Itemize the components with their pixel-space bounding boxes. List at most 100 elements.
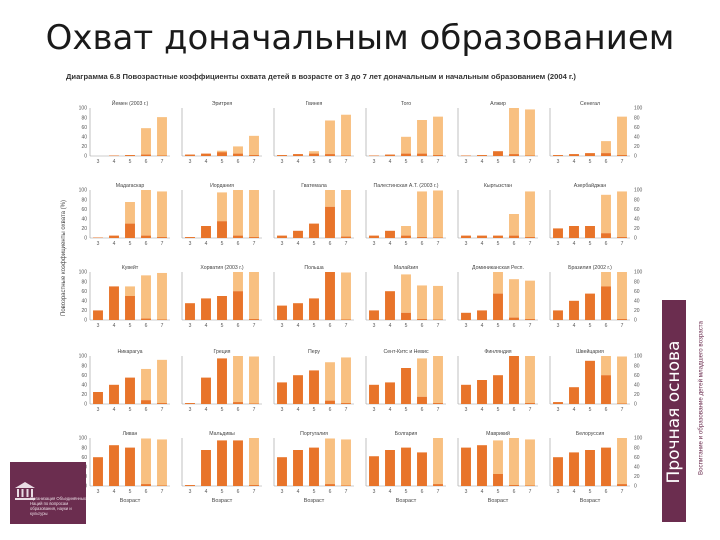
bar-preprimary-p9-0 [369, 235, 379, 238]
bar-preprimary-p27-3 [417, 452, 427, 486]
x-tick-label: 5 [405, 323, 408, 329]
bar-preprimary-p15-1 [385, 291, 395, 320]
bar-preprimary-p15-3 [417, 319, 427, 320]
x-tick-label: 5 [313, 489, 316, 495]
x-tick-label: 6 [513, 323, 516, 329]
x-tick-label: 7 [437, 159, 440, 165]
x-tick-label: 7 [253, 407, 256, 413]
bar-primary-p7-3 [233, 190, 243, 236]
bar-primary-p18-4 [157, 359, 167, 404]
bar-preprimary-p16-1 [477, 310, 487, 320]
bar-primary-p3-4 [433, 116, 443, 156]
panel-title-17: Бразилия (2002 г.) [568, 265, 612, 271]
bar-preprimary-p2-3 [325, 154, 335, 156]
bar-preprimary-p18-3 [141, 400, 151, 404]
bar-primary-p28-4 [525, 439, 535, 486]
bar-preprimary-p12-2 [125, 296, 135, 320]
x-tick-label: 4 [389, 241, 392, 247]
x-tick-label: 7 [161, 323, 164, 329]
x-axis-label: Возраст [304, 498, 325, 504]
bar-preprimary-p13-1 [201, 298, 211, 320]
bar-primary-p27-4 [433, 438, 443, 485]
x-tick-label: 5 [405, 489, 408, 495]
bar-primary-p7-2 [217, 192, 227, 222]
x-tick-label: 6 [513, 407, 516, 413]
x-tick-label: 6 [421, 489, 424, 495]
x-tick-label: 4 [205, 489, 208, 495]
bar-preprimary-p9-1 [385, 230, 395, 238]
panel-title-1: Эритрея [212, 101, 233, 107]
panel-title-21: Сент-Китс и Невис [383, 349, 428, 355]
bar-preprimary-p11-4 [617, 237, 627, 238]
x-tick-label: 7 [345, 323, 348, 329]
x-tick-label: 6 [605, 489, 608, 495]
bar-preprimary-p26-0 [277, 457, 287, 486]
bar-preprimary-p3-2 [401, 153, 411, 156]
x-tick-label: 3 [97, 489, 100, 495]
bar-primary-p5-3 [601, 141, 611, 154]
bar-preprimary-p14-0 [277, 305, 287, 320]
y-tick-label: 60 [81, 455, 87, 461]
x-tick-label: 3 [97, 159, 100, 165]
bar-preprimary-p1-3 [233, 153, 243, 156]
bar-preprimary-p19-0 [185, 403, 195, 404]
x-tick-label: 3 [189, 159, 192, 165]
x-tick-label: 6 [237, 323, 240, 329]
y-tick-label: 0 [634, 154, 637, 160]
x-tick-label: 7 [621, 489, 624, 495]
bar-primary-p26-3 [325, 438, 335, 485]
x-tick-label: 6 [605, 241, 608, 247]
bar-preprimary-p5-4 [617, 155, 627, 156]
x-tick-label: 3 [373, 407, 376, 413]
bar-primary-p16-3 [509, 279, 519, 318]
x-tick-label: 7 [345, 159, 348, 165]
x-tick-label: 7 [529, 407, 532, 413]
y-tick-label: 20 [81, 226, 87, 232]
side-subtitle: Воспитание и образование детей младшего … [697, 320, 705, 476]
y-tick-label: 60 [81, 125, 87, 131]
y-tick-label: 40 [634, 465, 640, 471]
y-tick-label: 20 [634, 144, 640, 150]
bar-preprimary-p18-1 [109, 384, 119, 404]
bar-primary-p9-2 [401, 226, 411, 236]
x-tick-label: 4 [297, 241, 300, 247]
y-tick-label: 0 [84, 318, 87, 324]
bar-preprimary-p24-2 [125, 447, 135, 486]
bar-preprimary-p8-0 [277, 235, 287, 238]
x-tick-label: 7 [345, 489, 348, 495]
bar-primary-p2-2 [309, 151, 319, 154]
bar-preprimary-p18-2 [125, 377, 135, 404]
bar-primary-p15-2 [401, 274, 411, 313]
bar-preprimary-p13-0 [185, 303, 195, 320]
bar-preprimary-p19-2 [217, 358, 227, 404]
panel-title-12: Кувейт [122, 264, 139, 271]
bar-preprimary-p21-1 [385, 382, 395, 404]
x-tick-label: 4 [573, 323, 576, 329]
panel-title-3: Того [401, 101, 411, 107]
panel-title-14: Польша [304, 265, 323, 271]
bar-preprimary-p1-0 [185, 154, 195, 156]
x-tick-label: 4 [573, 159, 576, 165]
x-tick-label: 7 [621, 407, 624, 413]
bar-primary-p11-3 [601, 194, 611, 234]
bar-primary-p8-4 [341, 190, 351, 237]
y-tick-label: 20 [81, 144, 87, 150]
y-tick-label: 0 [634, 484, 637, 490]
bar-primary-p6-4 [157, 191, 167, 238]
x-tick-label: 3 [557, 159, 560, 165]
panel-title-16: Доминиканская Респ. [472, 265, 524, 271]
y-tick-label: 0 [634, 402, 637, 408]
x-tick-label: 4 [573, 489, 576, 495]
y-tick-label: 60 [634, 125, 640, 131]
bar-preprimary-p9-2 [401, 235, 411, 238]
x-tick-label: 6 [145, 323, 148, 329]
x-tick-label: 4 [113, 241, 116, 247]
y-tick-label: 100 [634, 354, 643, 360]
bar-preprimary-p22-3 [509, 356, 519, 404]
x-tick-label: 7 [161, 241, 164, 247]
bar-primary-p4-3 [509, 108, 519, 155]
bar-primary-p11-4 [617, 191, 627, 238]
y-tick-label: 80 [634, 445, 640, 451]
bar-preprimary-p8-4 [341, 236, 351, 238]
bar-preprimary-p11-3 [601, 233, 611, 238]
